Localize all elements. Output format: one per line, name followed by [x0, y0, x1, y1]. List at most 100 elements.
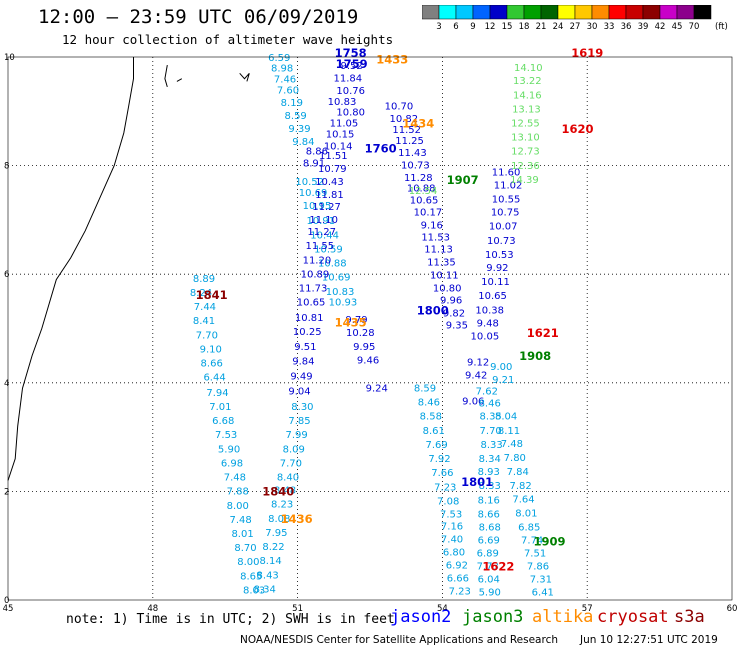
swh-value-label: 9.00 — [490, 362, 512, 373]
swh-value-label: 8.93 — [478, 467, 500, 478]
colorbar-tick-label: 21 — [536, 22, 547, 31]
swh-value-label: 6.85 — [518, 522, 540, 533]
pass-time-label: 1433 — [376, 53, 408, 67]
swh-value-label: 9.12 — [467, 357, 489, 368]
swh-value-label: 7.48 — [501, 439, 523, 450]
swh-value-label: 10.69 — [322, 273, 351, 284]
colorbar-tick-label: 3 — [436, 22, 441, 31]
coastline-island — [164, 65, 168, 88]
swh-value-label: 12.36 — [511, 161, 540, 172]
swh-value-label: 10.38 — [475, 305, 504, 316]
swh-value-label: 9.84 — [292, 137, 314, 148]
chart-note: note: 1) Time is in UTC; 2) SWH is in fe… — [66, 612, 395, 627]
swh-value-label: 11.52 — [392, 125, 421, 136]
swh-value-label: 8.34 — [254, 584, 276, 595]
swh-value-label: 11.55 — [305, 241, 334, 252]
pass-time-label: 1907 — [447, 173, 479, 187]
swh-value-label: 7.80 — [504, 453, 526, 464]
colorbar-tick-label: 18 — [519, 22, 530, 31]
swh-value-label: 10.76 — [336, 86, 365, 97]
swh-value-label: 7.84 — [507, 467, 529, 478]
swh-value-label: 8.98 — [271, 64, 293, 75]
swh-value-label: 7.08 — [437, 496, 459, 507]
swh-value-label: 8.01 — [231, 529, 253, 540]
pass-time-label: 1801 — [461, 475, 493, 489]
swh-value-label: 7.70 — [480, 426, 502, 437]
swh-value-label: 10.89 — [301, 269, 330, 280]
swh-value-label: 11.43 — [398, 148, 427, 159]
swh-value-label: 8.33 — [479, 481, 501, 492]
colorbar-tick-label: 24 — [553, 22, 564, 31]
pass-time-label: 1435 — [335, 315, 367, 329]
swh-value-label: 7.48 — [230, 515, 252, 526]
y-tick-label: 10 — [4, 53, 15, 63]
swh-value-label: 7.51 — [524, 549, 546, 560]
swh-value-label: 10.15 — [326, 129, 355, 140]
chart-subtitle: 12 hour collection of altimeter wave hei… — [62, 32, 394, 47]
y-tick-label: 8 — [4, 162, 9, 172]
swh-value-label: 8.24 — [190, 288, 212, 299]
colorbar-swatch — [693, 5, 712, 20]
swh-value-label: 6.68 — [212, 416, 234, 427]
swh-value-label: 8.30 — [291, 402, 313, 413]
colorbar-tick-label: 39 — [638, 22, 649, 31]
swh-value-label: 12.73 — [511, 147, 540, 158]
colorbar-tick-label: 33 — [604, 22, 615, 31]
swh-value-label: 11.02 — [494, 180, 523, 191]
swh-value-label: 6.98 — [221, 458, 243, 469]
swh-value-label: 10.07 — [489, 222, 518, 233]
swh-value-label: 8.00 — [227, 501, 249, 512]
swh-value-label: 10.91 — [306, 216, 335, 227]
swh-value-label: 7.23 — [434, 482, 456, 493]
pass-time-label: 1909 — [534, 535, 566, 549]
swh-value-label: 6.44 — [203, 373, 225, 384]
swh-value-label: 8.34 — [479, 454, 501, 465]
legend-jason3: jason3 — [462, 607, 524, 627]
swh-value-label: 6.66 — [447, 574, 469, 585]
swh-value-label: 5.90 — [479, 588, 501, 599]
plot-frame — [7, 56, 733, 601]
swh-value-label: 9.10 — [200, 344, 222, 355]
swh-value-label: 9.24 — [366, 383, 388, 394]
swh-value-label: 8.58 — [420, 412, 442, 423]
colorbar-tick-label: 36 — [621, 22, 632, 31]
colorbar-tick-label: 30 — [587, 22, 598, 31]
pass-time-label: 1841 — [196, 288, 228, 302]
coastline-island — [239, 72, 250, 82]
swh-value-label: 8.89 — [193, 274, 215, 285]
colorbar: 3 6 9 12 15 18 21 24 27 30 33 36 39 42 45 70 (ft) — [422, 5, 728, 31]
pass-time-label: 1621 — [527, 326, 559, 340]
swh-value-label: 8.61 — [423, 426, 445, 437]
swh-value-label: 8.86 — [306, 147, 328, 158]
swh-value-label: 11.60 — [492, 167, 521, 178]
swh-value-label: 8.14 — [259, 556, 281, 567]
swh-value-label: 9.95 — [353, 342, 375, 353]
swh-value-label: 7.64 — [512, 494, 534, 505]
swh-value-label: 9.82 — [443, 309, 465, 320]
swh-value-label: 9.48 — [477, 318, 499, 329]
swh-value-label: 7.85 — [288, 416, 310, 427]
swh-value-label: 10.95 — [303, 201, 332, 212]
legend-altika: altika — [532, 607, 594, 627]
swh-value-label: 12.54 — [409, 186, 438, 197]
y-tick-label: 6 — [4, 270, 9, 280]
pass-time-label: 1760 — [365, 142, 397, 156]
x-tick-label: 57 — [582, 604, 593, 614]
swh-value-label: 8.19 — [281, 98, 303, 109]
swh-value-label: 10.75 — [491, 208, 520, 219]
swh-value-label: 6.69 — [478, 536, 500, 547]
swh-value-label: 10.82 — [389, 114, 418, 125]
swh-value-label: 14.10 — [514, 63, 543, 74]
colorbar-tick-label: 42 — [655, 22, 666, 31]
swh-value-label: 7.23 — [449, 587, 471, 598]
swh-value-label: 10.93 — [329, 298, 358, 309]
swh-value-label: 7.74 — [521, 536, 543, 547]
swh-value-label: 13.22 — [513, 76, 542, 87]
swh-value-label: 10.83 — [326, 287, 355, 298]
pass-time-label: 1800 — [417, 303, 449, 317]
y-tick-label: 2 — [4, 487, 9, 497]
swh-value-label: 11.10 — [309, 215, 338, 226]
swh-value-label: 7.99 — [286, 430, 308, 441]
legend-cryosat: cryosat — [597, 607, 669, 627]
